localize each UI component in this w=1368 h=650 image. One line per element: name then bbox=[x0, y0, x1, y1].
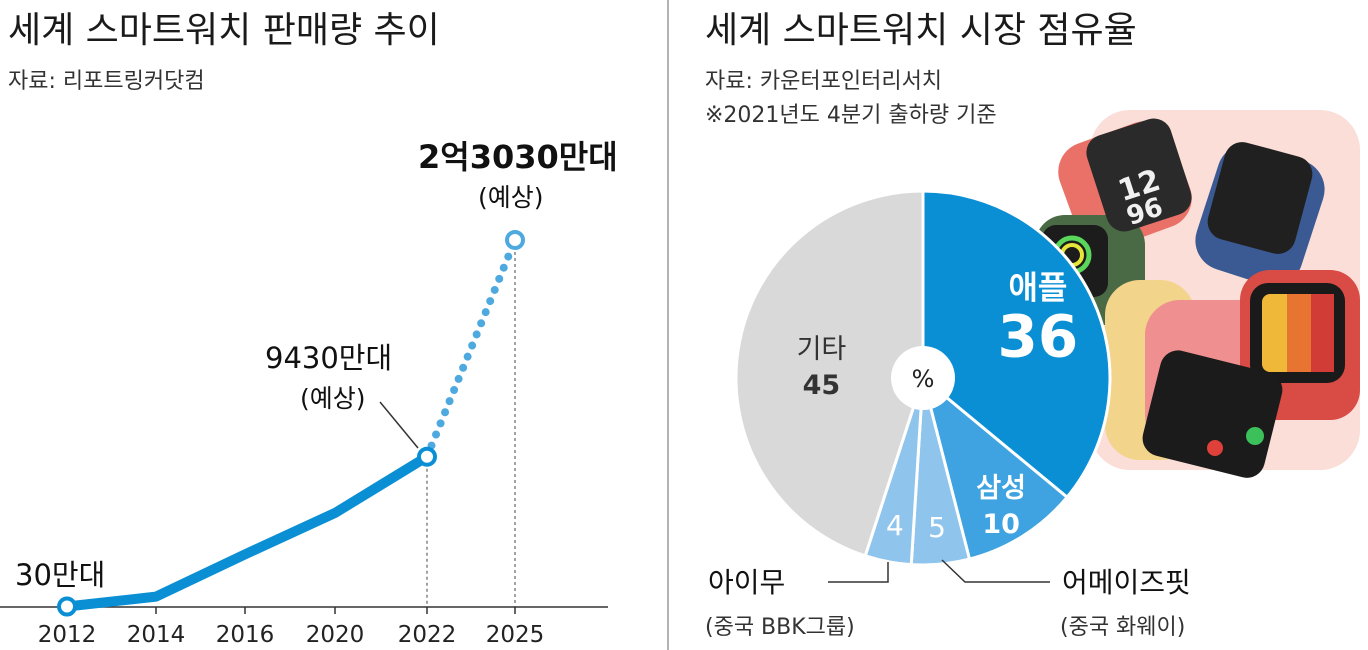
left-chart-source: 자료: 리포트링커닷컴 bbox=[8, 69, 205, 94]
projected-series-line bbox=[423, 236, 519, 461]
annotation-end-value: 2억3030만대 bbox=[418, 138, 618, 176]
pie-category-label: 기타 bbox=[797, 334, 847, 365]
annotation-start: 30만대 bbox=[15, 558, 105, 592]
x-axis-ticks: 2012 2014 2016 2020 2022 2025 bbox=[38, 607, 545, 648]
callout-line-left bbox=[828, 562, 889, 583]
pie-category-label: 삼성 bbox=[976, 473, 1026, 504]
pie-value-label: 5 bbox=[928, 511, 946, 544]
annotation-end-note: (예상) bbox=[478, 183, 544, 212]
annotation-mid-value: 9430만대 bbox=[265, 341, 392, 375]
callout-right-sub: (중국 화웨이) bbox=[1060, 615, 1185, 640]
callout-right-name: 어메이즈핏 bbox=[1062, 566, 1191, 599]
pie-value-label: 4 bbox=[886, 509, 904, 542]
pie-value-label: 45 bbox=[803, 370, 841, 401]
x-tick-label: 2022 bbox=[398, 622, 457, 648]
data-point-marker bbox=[417, 446, 437, 467]
data-point-marker bbox=[505, 230, 525, 250]
pie-category-label: 애플 bbox=[1008, 269, 1067, 307]
line-chart: 2012 2014 2016 2020 2022 2025 30만대 9430만대 (예상… bbox=[0, 138, 618, 648]
pie-slice bbox=[921, 189, 1112, 500]
pie-slices bbox=[734, 189, 1112, 567]
data-points bbox=[57, 230, 525, 617]
guide-lines bbox=[426, 240, 516, 607]
smartwatch-illustration: 12 96 bbox=[1035, 110, 1360, 478]
pie-value-label: 10 bbox=[982, 509, 1020, 540]
x-tick-label: 2012 bbox=[38, 622, 97, 648]
pie-center-hole bbox=[891, 346, 955, 410]
callout-left-sub: (중국 BBK그룹) bbox=[705, 615, 855, 640]
annotation-leader-line bbox=[379, 401, 419, 449]
callout-line-right bbox=[941, 559, 1050, 583]
pie-slice bbox=[734, 189, 925, 558]
x-tick-label: 2016 bbox=[216, 622, 275, 648]
x-tick-label: 2014 bbox=[127, 622, 186, 648]
right-chart-source: 자료: 카운터포인터리서치 bbox=[705, 69, 942, 94]
pie-center-label: % bbox=[912, 365, 935, 393]
actual-series-line bbox=[62, 451, 432, 612]
right-chart-note: ※2021년도 4분기 출하량 기준 bbox=[705, 103, 997, 128]
callout-left-name: 아이무 bbox=[708, 566, 785, 599]
left-chart-title: 세계 스마트워치 판매량 추이 bbox=[8, 10, 440, 51]
pie-value-label: 36 bbox=[998, 303, 1079, 371]
x-tick-label: 2020 bbox=[306, 622, 365, 648]
right-chart-title: 세계 스마트워치 시장 점유율 bbox=[705, 10, 1137, 51]
data-point-marker bbox=[57, 596, 77, 617]
annotation-mid-note: (예상) bbox=[300, 384, 366, 413]
x-tick-label: 2025 bbox=[486, 622, 545, 648]
